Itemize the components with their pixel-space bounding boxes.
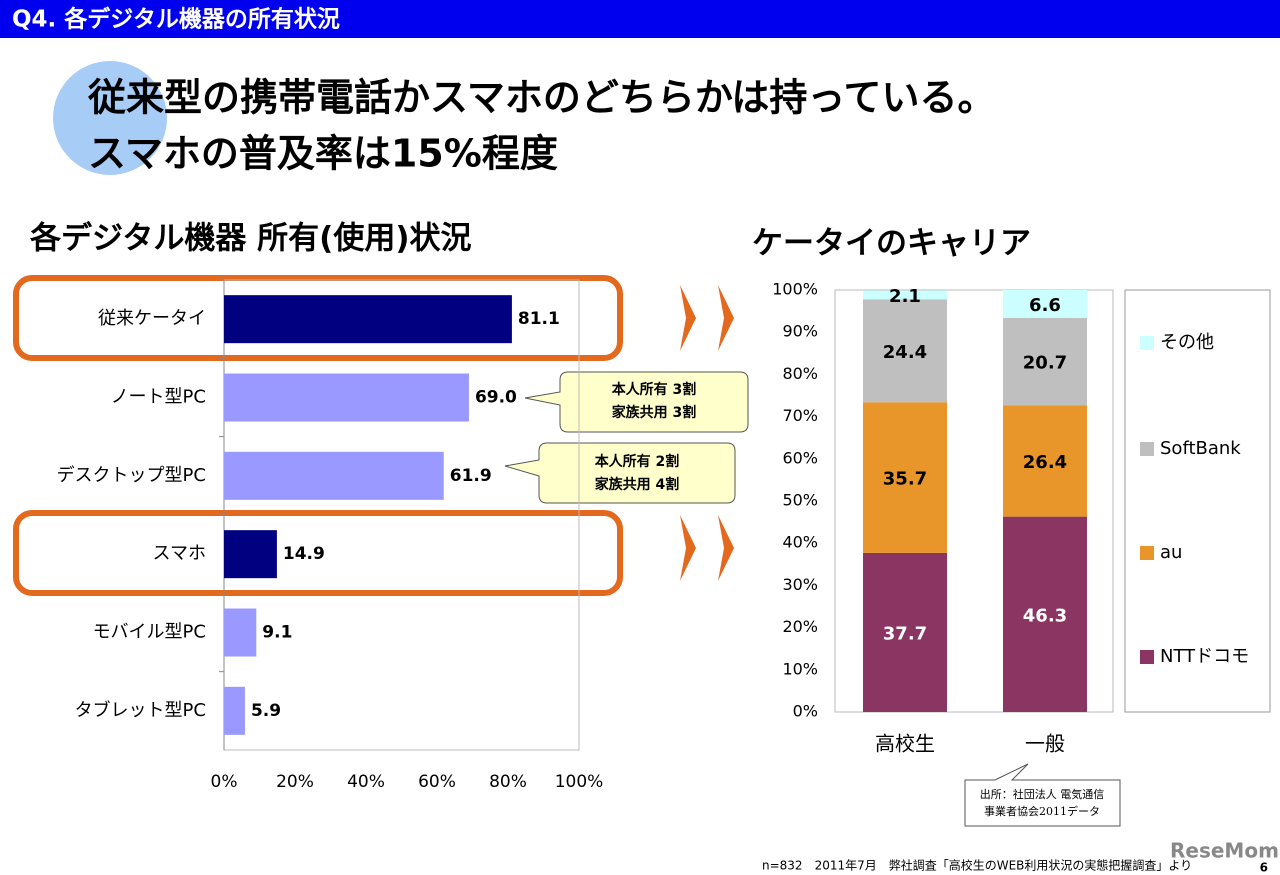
y-tick-label: 90% [782,322,818,341]
x-tick-label: 20% [276,772,314,792]
value-label: 26.4 [1023,452,1067,473]
callout-text: 本人所有 2割 [595,453,680,470]
plot-frame [834,289,1114,713]
highlight-box [13,275,623,361]
value-label: 24.4 [883,342,927,363]
y-tick-label: 80% [782,364,818,383]
watermark: ReseMom [1170,839,1279,863]
bar-segment [1003,317,1087,406]
x-tick-label: 40% [347,772,385,792]
bar-segment [1003,405,1087,517]
x-tick-label: 0% [211,772,238,792]
y-tick-label: 0% [793,702,818,721]
chart-title: 各デジタル機器 所有(使用)状況 [29,221,472,257]
legend-label: au [1160,542,1182,563]
header-bar [0,0,1280,38]
highlight-box [13,510,623,596]
y-tick-label: 70% [782,406,818,425]
source-text: 出所：社団法人 電気通信 [980,787,1105,801]
callout-text: 本人所有 3割 [612,381,697,398]
headline: スマホの普及率は15%程度 [88,132,558,176]
category-label: 従来ケータイ [98,308,206,329]
value-label: 37.7 [883,623,927,644]
bar-segment [863,290,947,300]
y-tick-label: 60% [782,448,818,467]
bar-segment [863,402,947,553]
bar-segment [863,552,947,712]
y-tick-label: 50% [782,491,818,510]
headline: 従来型の携帯電話かスマホのどちらかは持っている。 [87,76,995,120]
callout-text: 家族共用 3割 [612,404,697,421]
page-number: 6 [1260,861,1268,875]
bar [224,686,245,735]
value-label: 5.9 [251,701,281,721]
header-title: Q4. 各デジタル機器の所有状況 [12,6,340,33]
value-label: 2.1 [889,286,921,307]
x-tick-label: 100% [555,772,604,792]
value-label: 20.7 [1023,353,1067,374]
x-tick-label: 80% [489,772,527,792]
y-tick-label: 40% [782,533,818,552]
legend-label: SoftBank [1160,438,1241,459]
bar-segment [863,299,947,403]
category-label: ノート型PC [111,387,206,408]
value-label: 81.1 [518,309,560,329]
value-label: 69.0 [475,388,517,408]
value-label: 9.1 [262,623,292,643]
bar [224,451,444,500]
legend-swatch [1140,442,1154,456]
legend-swatch [1140,546,1154,560]
bar [224,530,277,579]
bar-segment [1003,516,1087,712]
arrows [680,285,734,581]
callout-text: 家族共用 4割 [595,476,680,493]
value-label: 35.7 [883,469,927,490]
x-tick-label: 60% [418,772,456,792]
source-note: 出所：社団法人 電気通信 事業者協会2011データ [964,763,1121,827]
category-label: タブレット型PC [75,699,206,721]
y-tick-label: 30% [782,575,818,594]
category-label: デスクトップ型PC [57,465,206,486]
value-label: 14.9 [283,544,325,564]
value-label: 61.9 [450,466,492,486]
x-tick-label: 一般 [1025,732,1065,756]
value-label: 46.3 [1023,605,1067,626]
y-tick-label: 100% [772,280,818,299]
source-text: 事業者協会2011データ [984,804,1100,818]
decor-circle [53,61,167,175]
legend-swatch [1140,336,1154,350]
y-tick-label: 10% [782,659,818,678]
category-label: モバイル型PC [93,622,206,643]
footer: n=832 2011年7月 弊社調査「高校生のWEB利用状況の実態把握調査」より [762,858,1192,873]
legend-label: NTTドコモ [1160,646,1249,667]
y-tick-label: 20% [782,617,818,636]
bar [224,373,469,422]
callout: 本人所有 2割 家族共用 4割 [504,442,736,504]
bar [224,608,257,657]
bar-segment [1003,290,1087,318]
legend-swatch [1140,650,1154,664]
chart-title: ケータイのキャリア [752,226,1031,262]
legend-box [1124,289,1271,713]
callout: 本人所有 3割 家族共用 3割 [524,371,749,433]
x-tick-label: 高校生 [875,732,935,756]
category-label: スマホ [153,543,206,564]
legend-label: その他 [1160,332,1214,353]
bar [224,295,512,344]
value-label: 6.6 [1029,295,1061,316]
